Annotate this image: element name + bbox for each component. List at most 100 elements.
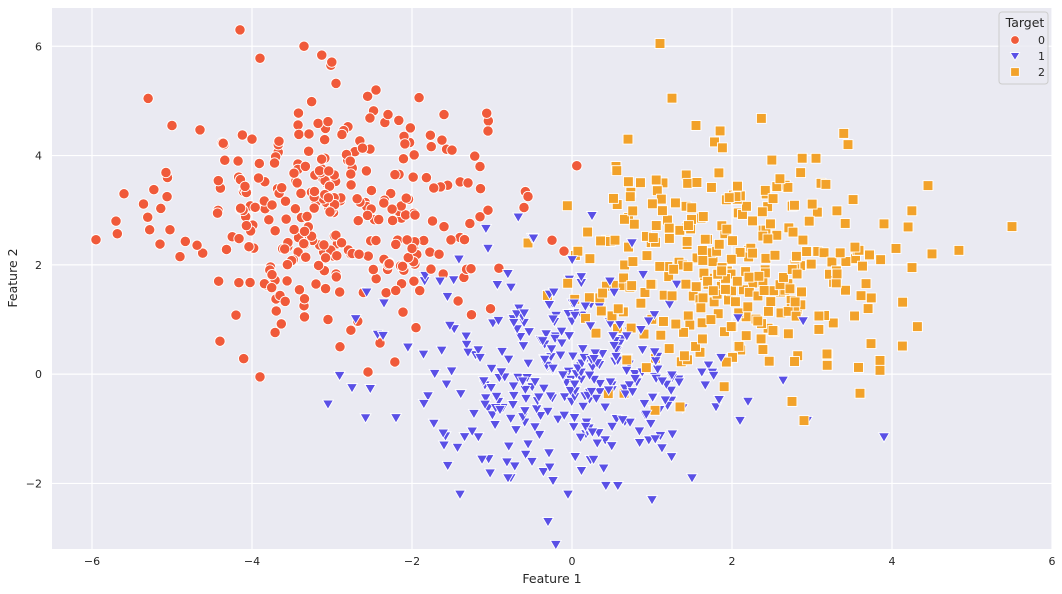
y-tick-label: 0 bbox=[35, 368, 42, 381]
data-point-series-0 bbox=[345, 179, 357, 191]
data-point-series-0 bbox=[254, 52, 266, 64]
data-point-series-1 bbox=[545, 344, 558, 356]
data-point-series-2 bbox=[922, 180, 934, 191]
data-point-series-1 bbox=[575, 272, 588, 283]
data-point-series-1 bbox=[458, 432, 471, 443]
data-point-series-2 bbox=[582, 226, 593, 238]
data-point-series-2 bbox=[682, 310, 694, 322]
data-point-series-2 bbox=[646, 198, 658, 210]
data-point-series-1 bbox=[517, 341, 530, 352]
data-point-series-1 bbox=[493, 405, 507, 416]
data-point-series-1 bbox=[510, 309, 523, 321]
data-point-series-0 bbox=[335, 237, 348, 249]
data-point-series-1 bbox=[451, 442, 464, 454]
x-tick-label: −2 bbox=[404, 555, 420, 568]
data-point-series-2 bbox=[747, 215, 758, 227]
data-point-series-2 bbox=[813, 310, 825, 322]
data-point-series-1 bbox=[555, 338, 569, 350]
data-point-series-2 bbox=[666, 92, 678, 104]
data-point-series-2 bbox=[796, 286, 807, 298]
data-point-series-0 bbox=[408, 149, 420, 161]
data-point-series-0 bbox=[240, 220, 253, 232]
data-point-series-0 bbox=[465, 309, 478, 321]
data-point-series-2 bbox=[674, 401, 686, 413]
data-point-series-2 bbox=[791, 268, 803, 280]
data-point-series-1 bbox=[593, 387, 607, 398]
data-point-series-0 bbox=[356, 142, 369, 154]
data-point-series-1 bbox=[475, 454, 489, 466]
data-point-series-2 bbox=[731, 275, 743, 287]
data-point-series-1 bbox=[625, 238, 639, 250]
data-point-series-1 bbox=[655, 443, 669, 455]
data-point-series-1 bbox=[566, 351, 580, 363]
data-point-series-2 bbox=[782, 328, 794, 340]
data-point-series-2 bbox=[705, 314, 717, 326]
data-point-series-0 bbox=[164, 224, 176, 236]
data-point-series-1 bbox=[542, 448, 556, 460]
data-point-series-1 bbox=[588, 348, 602, 360]
data-point-series-2 bbox=[742, 301, 754, 313]
data-point-series-0 bbox=[217, 137, 229, 149]
data-point-series-1 bbox=[576, 401, 590, 413]
data-point-series-0 bbox=[281, 258, 294, 271]
data-point-series-0 bbox=[474, 182, 487, 195]
data-point-series-1 bbox=[587, 354, 601, 365]
data-point-series-2 bbox=[897, 296, 909, 308]
data-point-series-2 bbox=[757, 344, 769, 355]
data-point-series-1 bbox=[417, 399, 431, 410]
data-point-series-2 bbox=[878, 218, 890, 230]
data-point-series-0 bbox=[197, 247, 209, 259]
legend-label: 0 bbox=[1038, 34, 1045, 47]
data-point-series-1 bbox=[349, 314, 362, 325]
data-point-series-0 bbox=[323, 165, 335, 177]
data-point-series-1 bbox=[551, 414, 565, 426]
data-point-series-0 bbox=[464, 217, 476, 230]
data-point-series-2 bbox=[875, 254, 887, 266]
data-point-series-2 bbox=[691, 177, 703, 188]
data-point-series-0 bbox=[424, 129, 437, 141]
data-point-series-1 bbox=[479, 393, 492, 405]
data-point-series-1 bbox=[567, 298, 581, 310]
data-point-series-0 bbox=[319, 133, 331, 146]
data-point-series-2 bbox=[752, 315, 764, 327]
data-point-series-2 bbox=[682, 177, 694, 189]
data-point-series-0 bbox=[312, 117, 324, 129]
data-point-series-2 bbox=[609, 234, 621, 246]
data-point-series-1 bbox=[645, 495, 659, 506]
data-point-series-1 bbox=[666, 429, 679, 441]
data-point-series-2 bbox=[912, 321, 923, 333]
data-point-series-1 bbox=[495, 346, 509, 358]
data-point-series-1 bbox=[533, 430, 546, 441]
data-point-series-1 bbox=[664, 385, 678, 397]
data-point-series-0 bbox=[111, 228, 123, 240]
data-point-series-1 bbox=[638, 398, 651, 410]
data-point-series-2 bbox=[697, 211, 709, 222]
data-point-series-1 bbox=[564, 386, 577, 397]
data-point-series-0 bbox=[370, 273, 382, 285]
data-point-series-2 bbox=[684, 319, 696, 331]
legend-title: Target bbox=[1005, 15, 1045, 30]
data-point-series-2 bbox=[747, 247, 758, 259]
data-point-series-1 bbox=[443, 320, 457, 332]
data-point-series-2 bbox=[654, 261, 666, 272]
data-point-series-2 bbox=[627, 205, 639, 217]
data-point-series-1 bbox=[473, 353, 487, 364]
data-point-series-1 bbox=[659, 395, 672, 407]
data-point-series-2 bbox=[767, 325, 779, 336]
data-point-series-1 bbox=[504, 282, 518, 294]
data-point-series-1 bbox=[619, 389, 632, 401]
data-point-series-0 bbox=[312, 259, 325, 272]
data-point-series-0 bbox=[406, 242, 418, 255]
data-point-series-0 bbox=[380, 287, 392, 299]
data-point-series-2 bbox=[561, 200, 573, 212]
data-point-series-0 bbox=[420, 172, 433, 184]
data-point-series-1 bbox=[517, 308, 531, 320]
data-point-series-2 bbox=[759, 184, 771, 196]
data-point-series-2 bbox=[658, 316, 669, 327]
data-point-series-0 bbox=[518, 201, 530, 214]
data-point-series-0 bbox=[142, 92, 154, 105]
data-point-series-1 bbox=[518, 406, 532, 417]
data-point-series-0 bbox=[322, 313, 334, 326]
data-point-series-1 bbox=[597, 463, 610, 475]
data-point-series-1 bbox=[620, 365, 633, 377]
